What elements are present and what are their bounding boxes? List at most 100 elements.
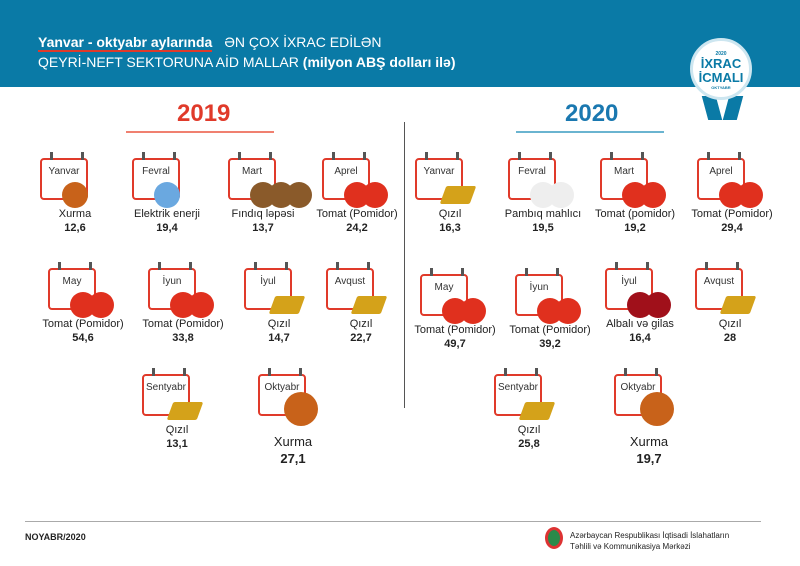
subtitle: QEYRİ-NEFT SEKTORUNA AİD MALLAR — [38, 54, 299, 70]
export-item: Yanvar Xurma 12,6 — [40, 152, 136, 250]
export-value: 49,7 — [444, 338, 466, 350]
tomato-icon — [70, 286, 114, 318]
month-label: May — [434, 282, 454, 293]
product-label: Tomat (Pomidor) — [142, 318, 224, 330]
export-value: 13,1 — [166, 438, 188, 450]
title-line-2: QEYRİ-NEFT SEKTORUNA AİD MALLAR (milyon … — [38, 54, 456, 70]
gold-icon — [437, 176, 479, 208]
badge-line2: İCMALI — [698, 70, 744, 85]
export-value: 54,6 — [72, 332, 94, 344]
product-label: Xurma — [58, 208, 92, 220]
footer-rule — [25, 521, 761, 522]
export-item: Oktyabr Xurma 19,7 — [614, 368, 710, 466]
export-item: İyul Qızıl 14,7 — [244, 262, 340, 360]
product-label: Qızıl — [349, 318, 373, 330]
persimmon-icon — [636, 392, 678, 426]
month-label: Mart — [614, 166, 634, 177]
export-item: İyul Albalı və gilas 16,4 — [605, 262, 701, 360]
gold-icon — [266, 286, 308, 318]
export-value: 16,4 — [629, 332, 651, 344]
emblem-icon — [545, 527, 563, 549]
product-label: Qızıl — [718, 318, 742, 330]
export-item: Sentyabr Qızıl 25,8 — [494, 368, 590, 466]
export-item: Fevral Pambıq mahlıcı 19,5 — [505, 152, 604, 250]
export-item: Sentyabr Qızıl 13,1 — [142, 368, 238, 466]
export-value: 16,3 — [439, 222, 461, 234]
year-2019-underline — [126, 131, 274, 133]
export-value: 25,8 — [518, 438, 540, 450]
month-label: Avqust — [334, 276, 366, 287]
export-value: 19,4 — [156, 222, 178, 234]
gold-icon — [348, 286, 390, 318]
month-label: Mart — [242, 166, 262, 177]
title-highlight: Yanvar - oktyabr aylarında — [38, 34, 213, 52]
export-value: 14,7 — [268, 332, 290, 344]
product-label: Qızıl — [165, 424, 189, 436]
month-label: Aprel — [334, 166, 358, 177]
product-label: Tomat (Pomidor) — [509, 324, 591, 336]
product-label: Fındıq ləpəsi — [231, 208, 295, 220]
product-label: Qızıl — [267, 318, 291, 330]
year-2019-heading: 2019 — [177, 100, 231, 127]
export-value: 19,2 — [624, 222, 646, 234]
month-label: Oktyabr — [264, 382, 300, 393]
header-band: Yanvar - oktyabr aylarında ƏN ÇOX İXRAC E… — [0, 0, 800, 87]
title-rest: ƏN ÇOX İXRAC EDİLƏN — [224, 34, 382, 50]
tomato-icon — [442, 292, 486, 324]
export-value: 13,7 — [252, 222, 274, 234]
product-label: Tomat (Pomidor) — [316, 208, 398, 220]
month-label: Sentyabr — [145, 382, 187, 393]
product-label: Tomat (Pomidor) — [414, 324, 496, 336]
tomato-icon — [537, 292, 581, 324]
export-value: 33,8 — [172, 332, 194, 344]
year-2020-underline — [516, 131, 664, 133]
export-item: Fevral Elektrik enerji 19,4 — [132, 152, 228, 250]
calendar-icon: Sentyabr — [142, 368, 190, 416]
product-label: Qızıl — [438, 208, 462, 220]
org-name: Azərbaycan Respublikası İqtisadi İslahat… — [570, 530, 729, 552]
export-value: 27,1 — [280, 451, 306, 466]
calendar-icon: Yanvar — [415, 152, 463, 200]
persimmon-icon — [280, 392, 322, 426]
export-item: Aprel Tomat (Pomidor) 29,4 — [691, 152, 793, 250]
product-label: Qızıl — [517, 424, 541, 436]
export-value: 24,2 — [346, 222, 368, 234]
month-label: Fevral — [518, 166, 546, 177]
month-label: May — [62, 276, 82, 287]
export-item: Aprel Tomat (Pomidor) 24,2 — [316, 152, 418, 250]
export-item: May Tomat (Pomidor) 49,7 — [414, 268, 516, 366]
export-item: May Tomat (Pomidor) 54,6 — [42, 262, 144, 360]
badge-year: 2020 — [715, 51, 727, 57]
tomato-icon — [719, 176, 763, 208]
hazelnut-icon — [250, 176, 312, 208]
title-line-1: Yanvar - oktyabr aylarında ƏN ÇOX İXRAC E… — [38, 34, 382, 52]
cotton-icon — [530, 176, 574, 208]
unit-label: (milyon ABŞ dolları ilə) — [302, 54, 456, 70]
product-label: Xurma — [273, 434, 313, 449]
export-item: Yanvar Qızıl 16,3 — [415, 152, 511, 250]
export-review-badge: 2020 İXRAC İCMALI OKTYABR — [690, 38, 752, 100]
product-label: Xurma — [629, 434, 669, 449]
month-label: Aprel — [709, 166, 733, 177]
month-label: İyun — [529, 282, 549, 293]
bulb-icon — [154, 176, 196, 208]
month-label: İyul — [621, 276, 637, 287]
cherry-icon — [627, 286, 671, 318]
year-2020-heading: 2020 — [565, 100, 619, 127]
product-label: Albalı və gilas — [606, 318, 674, 330]
month-label: Oktyabr — [620, 382, 656, 393]
export-item: Mart Tomat (pomidor) 19,2 — [595, 152, 696, 250]
tomato-icon — [344, 176, 388, 208]
product-label: Pambıq mahlıcı — [504, 208, 582, 220]
gold-icon — [164, 392, 206, 424]
month-label: Yanvar — [48, 166, 80, 177]
badge-month: OKTYABR — [711, 85, 731, 90]
month-label: İyun — [162, 276, 182, 287]
tomato-icon — [170, 286, 214, 318]
gold-icon — [516, 392, 558, 424]
product-label: Elektrik enerji — [133, 208, 201, 220]
month-label: Sentyabr — [497, 382, 539, 393]
export-value: 19,7 — [636, 451, 662, 466]
export-value: 29,4 — [721, 222, 743, 234]
export-item: İyun Tomat (Pomidor) 39,2 — [509, 268, 611, 366]
